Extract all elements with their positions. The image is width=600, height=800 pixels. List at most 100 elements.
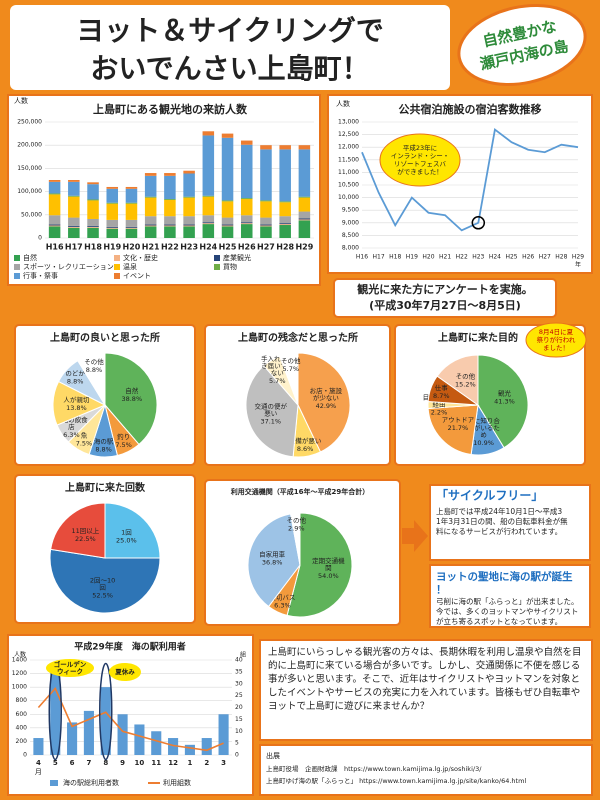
x-tick-label: 12	[168, 759, 178, 767]
x-tick-label: H22	[456, 254, 468, 261]
slice-value: 37.1%	[260, 417, 281, 425]
text-line: 自然	[125, 386, 139, 395]
x-tick-label: H26	[522, 254, 534, 261]
y-tick-label: 10,000	[338, 194, 359, 201]
bar-segment	[298, 145, 311, 150]
title: おいでんさい上島町！	[90, 52, 369, 85]
survey-box	[333, 278, 557, 318]
bar-segment	[164, 225, 176, 227]
text-line: のどか	[65, 370, 85, 378]
bar-segment	[144, 216, 157, 225]
text-line: 1年3月31日の間、船の自転車料金が無	[436, 516, 568, 526]
x-tick-label: H19	[406, 254, 418, 261]
bar-segment	[106, 203, 119, 220]
x-tick-label: H20	[123, 243, 141, 252]
y-tick-label: 10	[235, 728, 243, 735]
body-box	[259, 639, 593, 741]
text-line: 11回以上	[71, 526, 99, 535]
chart-title: 利用交通機関（平成16年〜平成29年合計）	[231, 487, 369, 496]
panel	[7, 634, 254, 796]
y-tick-label: 1200	[12, 670, 27, 677]
pie-slice	[50, 502, 106, 559]
pie-slice	[427, 404, 479, 456]
legend-swatch	[14, 255, 20, 261]
bar-segment	[106, 227, 119, 229]
bar-segment	[106, 228, 119, 238]
x-tick-label: 2	[204, 759, 209, 767]
bar-segment	[48, 181, 61, 194]
slice-value: 54.0%	[318, 572, 339, 580]
bar-segment	[260, 201, 272, 218]
bar-segment	[221, 225, 234, 227]
chart-title: 上島町の残念だと思った所	[238, 331, 358, 344]
bar-segment	[125, 227, 138, 229]
text-line: 魚	[81, 431, 88, 440]
text-line: 自家用車	[259, 549, 286, 558]
text-line: 経由	[433, 400, 446, 409]
line	[361, 127, 579, 232]
bar	[33, 738, 44, 755]
legend-swatch	[14, 273, 20, 279]
y-tick-label: 250,000	[17, 119, 42, 126]
text-line: 平成23年に	[403, 143, 437, 152]
bar-segment	[298, 211, 311, 219]
bar-segment	[87, 227, 99, 238]
y-tick-label: 15	[235, 716, 243, 723]
bar-segment	[202, 215, 215, 223]
y-tick-label: 800	[16, 697, 28, 704]
info-text: 弓削に海の駅「ふらっと」が出来ました。今では、多くのヨットマンやサイクリストが立…	[436, 596, 579, 626]
pie-slice	[77, 352, 106, 407]
y-tick-label: 150,000	[17, 165, 42, 172]
legend-label: スポーツ・レクリエーション	[23, 263, 114, 271]
y-tick-label: 8,500	[342, 232, 359, 239]
text-line: め	[480, 431, 487, 439]
bar-segment	[240, 140, 253, 145]
info-text: 上島町では平成24年10月1日～平成3 1年3月31日の間、船の自転車料金が無料に…	[436, 506, 568, 536]
text-line: ウィーク	[57, 667, 83, 676]
bar-segment	[260, 145, 272, 150]
bar-segment	[144, 226, 157, 238]
annotation: 平成23年にインランド・シー・リゾートフェスバができました！	[391, 143, 450, 176]
bar-segment	[164, 173, 176, 176]
text-line: 今では、多くのヨットマンやサイクリスト	[436, 606, 578, 616]
x-tick-label: H26	[238, 243, 256, 252]
bar-segment	[183, 225, 195, 227]
slice-label: お店・施設が少ない	[310, 386, 343, 402]
slice-label: その他	[456, 372, 476, 381]
slice-label: 釣り	[117, 432, 130, 441]
bar-segment	[164, 199, 176, 200]
bar-segment	[279, 201, 291, 203]
bar-segment	[240, 222, 253, 224]
slice-value: 41.3%	[494, 398, 515, 406]
bar-segment	[240, 198, 253, 200]
y-tick-label: 600	[16, 711, 28, 718]
text-line: 人が親切	[63, 395, 90, 404]
text-line: リゾートフェスバ	[394, 160, 447, 168]
text-line: 地元の飲食	[55, 415, 88, 424]
text-line: したイベントやサービスの充実に力を入れています。皆様もぜひ自転車や	[268, 686, 580, 698]
y-tick-label: 30	[235, 680, 243, 687]
x-tick-label: 6	[70, 759, 75, 767]
bar-segment	[144, 224, 157, 226]
bar-segment	[260, 200, 272, 202]
legend-swatch	[114, 264, 120, 270]
bar-segment	[68, 217, 80, 226]
info-title: ヨットの聖地に海の駅が誕生！	[436, 570, 573, 596]
bar-segment	[221, 224, 234, 226]
survey-text: (平成30年7月27日～8月5日)	[369, 298, 521, 312]
y2-axis-label: 組	[240, 651, 246, 659]
bar	[50, 666, 61, 755]
callout	[109, 663, 141, 681]
x-tick-label: H21	[439, 254, 451, 261]
slice-label: 魚	[81, 431, 88, 440]
bar-segment	[240, 223, 253, 225]
bar-segment	[298, 149, 311, 197]
text-line: 回	[99, 584, 106, 592]
slice-label: その他	[287, 516, 307, 525]
slice-value: 21.7%	[448, 424, 469, 432]
text-line: インランド・シー・	[391, 152, 450, 160]
line	[37, 687, 224, 752]
x-tick-label: H25	[505, 254, 517, 261]
text-line: 釣り	[117, 432, 130, 441]
legend-label: 行事・祭事	[23, 271, 58, 280]
